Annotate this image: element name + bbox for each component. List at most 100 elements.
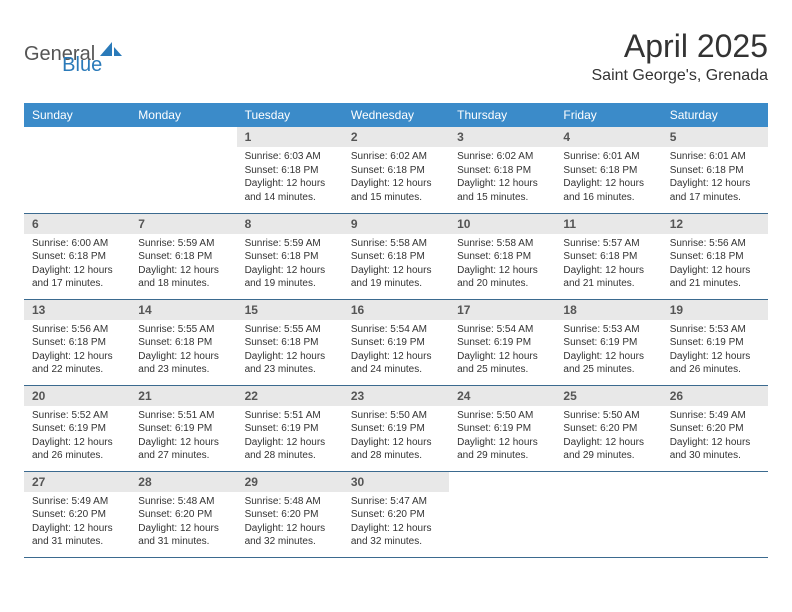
calendar-day-cell: 26Sunrise: 5:49 AMSunset: 6:20 PMDayligh…: [662, 385, 768, 471]
daylight-line: Daylight: 12 hours and 15 minutes.: [457, 177, 547, 204]
sunset-line: Sunset: 6:18 PM: [351, 250, 441, 264]
day-number: 10: [449, 214, 555, 234]
weekday-header: Saturday: [662, 103, 768, 127]
sunset-line: Sunset: 6:18 PM: [245, 250, 335, 264]
daylight-line: Daylight: 12 hours and 22 minutes.: [32, 350, 122, 377]
sunrise-line: Sunrise: 5:50 AM: [563, 409, 653, 423]
day-number: 1: [237, 127, 343, 147]
day-number: 20: [24, 386, 130, 406]
sunset-line: Sunset: 6:19 PM: [563, 336, 653, 350]
day-details: Sunrise: 5:55 AMSunset: 6:18 PMDaylight:…: [237, 320, 343, 383]
calendar-week-row: 27Sunrise: 5:49 AMSunset: 6:20 PMDayligh…: [24, 471, 768, 557]
day-details: Sunrise: 5:50 AMSunset: 6:20 PMDaylight:…: [555, 406, 661, 469]
sunrise-line: Sunrise: 5:53 AM: [563, 323, 653, 337]
daylight-line: Daylight: 12 hours and 27 minutes.: [138, 436, 228, 463]
sunset-line: Sunset: 6:19 PM: [351, 422, 441, 436]
calendar-day-cell: 27Sunrise: 5:49 AMSunset: 6:20 PMDayligh…: [24, 471, 130, 557]
sunrise-line: Sunrise: 5:55 AM: [138, 323, 228, 337]
day-details: Sunrise: 6:03 AMSunset: 6:18 PMDaylight:…: [237, 147, 343, 210]
page-title: April 2025: [592, 28, 769, 65]
day-details: Sunrise: 5:50 AMSunset: 6:19 PMDaylight:…: [343, 406, 449, 469]
day-number: 7: [130, 214, 236, 234]
calendar-day-cell: 16Sunrise: 5:54 AMSunset: 6:19 PMDayligh…: [343, 299, 449, 385]
calendar-day-cell: 2Sunrise: 6:02 AMSunset: 6:18 PMDaylight…: [343, 127, 449, 213]
sunrise-line: Sunrise: 5:58 AM: [351, 237, 441, 251]
calendar-empty-cell: [555, 471, 661, 557]
day-details: Sunrise: 5:56 AMSunset: 6:18 PMDaylight:…: [24, 320, 130, 383]
day-number: 25: [555, 386, 661, 406]
sunset-line: Sunset: 6:18 PM: [138, 336, 228, 350]
calendar-day-cell: 17Sunrise: 5:54 AMSunset: 6:19 PMDayligh…: [449, 299, 555, 385]
daylight-line: Daylight: 12 hours and 31 minutes.: [138, 522, 228, 549]
sunset-line: Sunset: 6:19 PM: [670, 336, 760, 350]
day-details: Sunrise: 5:53 AMSunset: 6:19 PMDaylight:…: [555, 320, 661, 383]
day-details: Sunrise: 6:01 AMSunset: 6:18 PMDaylight:…: [662, 147, 768, 210]
day-number: 17: [449, 300, 555, 320]
daylight-line: Daylight: 12 hours and 19 minutes.: [245, 264, 335, 291]
calendar-day-cell: 8Sunrise: 5:59 AMSunset: 6:18 PMDaylight…: [237, 213, 343, 299]
day-details: Sunrise: 5:47 AMSunset: 6:20 PMDaylight:…: [343, 492, 449, 555]
day-details: Sunrise: 5:54 AMSunset: 6:19 PMDaylight:…: [449, 320, 555, 383]
day-details: Sunrise: 5:57 AMSunset: 6:18 PMDaylight:…: [555, 234, 661, 297]
sunset-line: Sunset: 6:19 PM: [351, 336, 441, 350]
sunrise-line: Sunrise: 5:52 AM: [32, 409, 122, 423]
day-details: Sunrise: 5:55 AMSunset: 6:18 PMDaylight:…: [130, 320, 236, 383]
day-details: Sunrise: 6:01 AMSunset: 6:18 PMDaylight:…: [555, 147, 661, 210]
daylight-line: Daylight: 12 hours and 20 minutes.: [457, 264, 547, 291]
sunrise-line: Sunrise: 5:59 AM: [138, 237, 228, 251]
day-details: Sunrise: 5:50 AMSunset: 6:19 PMDaylight:…: [449, 406, 555, 469]
daylight-line: Daylight: 12 hours and 19 minutes.: [351, 264, 441, 291]
daylight-line: Daylight: 12 hours and 30 minutes.: [670, 436, 760, 463]
daylight-line: Daylight: 12 hours and 17 minutes.: [670, 177, 760, 204]
sunset-line: Sunset: 6:18 PM: [245, 336, 335, 350]
sunset-line: Sunset: 6:19 PM: [245, 422, 335, 436]
day-details: Sunrise: 5:48 AMSunset: 6:20 PMDaylight:…: [130, 492, 236, 555]
daylight-line: Daylight: 12 hours and 14 minutes.: [245, 177, 335, 204]
daylight-line: Daylight: 12 hours and 29 minutes.: [563, 436, 653, 463]
calendar-day-cell: 19Sunrise: 5:53 AMSunset: 6:19 PMDayligh…: [662, 299, 768, 385]
daylight-line: Daylight: 12 hours and 28 minutes.: [245, 436, 335, 463]
sunrise-line: Sunrise: 5:53 AM: [670, 323, 760, 337]
sunrise-line: Sunrise: 5:54 AM: [351, 323, 441, 337]
day-details: Sunrise: 5:48 AMSunset: 6:20 PMDaylight:…: [237, 492, 343, 555]
calendar-day-cell: 15Sunrise: 5:55 AMSunset: 6:18 PMDayligh…: [237, 299, 343, 385]
sunset-line: Sunset: 6:20 PM: [138, 508, 228, 522]
sunrise-line: Sunrise: 5:56 AM: [670, 237, 760, 251]
day-number: 15: [237, 300, 343, 320]
day-number: 13: [24, 300, 130, 320]
daylight-line: Daylight: 12 hours and 16 minutes.: [563, 177, 653, 204]
daylight-line: Daylight: 12 hours and 17 minutes.: [32, 264, 122, 291]
sunrise-line: Sunrise: 5:51 AM: [138, 409, 228, 423]
sunset-line: Sunset: 6:20 PM: [245, 508, 335, 522]
calendar-day-cell: 20Sunrise: 5:52 AMSunset: 6:19 PMDayligh…: [24, 385, 130, 471]
day-details: Sunrise: 5:53 AMSunset: 6:19 PMDaylight:…: [662, 320, 768, 383]
sunset-line: Sunset: 6:18 PM: [457, 164, 547, 178]
day-number: 23: [343, 386, 449, 406]
daylight-line: Daylight: 12 hours and 21 minutes.: [563, 264, 653, 291]
calendar-week-row: 13Sunrise: 5:56 AMSunset: 6:18 PMDayligh…: [24, 299, 768, 385]
calendar-week-row: 20Sunrise: 5:52 AMSunset: 6:19 PMDayligh…: [24, 385, 768, 471]
sunrise-line: Sunrise: 6:02 AM: [457, 150, 547, 164]
sunrise-line: Sunrise: 5:55 AM: [245, 323, 335, 337]
daylight-line: Daylight: 12 hours and 21 minutes.: [670, 264, 760, 291]
day-details: Sunrise: 5:54 AMSunset: 6:19 PMDaylight:…: [343, 320, 449, 383]
day-details: Sunrise: 5:56 AMSunset: 6:18 PMDaylight:…: [662, 234, 768, 297]
day-number: 26: [662, 386, 768, 406]
day-number: 2: [343, 127, 449, 147]
day-details: Sunrise: 5:59 AMSunset: 6:18 PMDaylight:…: [237, 234, 343, 297]
calendar-day-cell: 5Sunrise: 6:01 AMSunset: 6:18 PMDaylight…: [662, 127, 768, 213]
daylight-line: Daylight: 12 hours and 32 minutes.: [351, 522, 441, 549]
calendar-day-cell: 30Sunrise: 5:47 AMSunset: 6:20 PMDayligh…: [343, 471, 449, 557]
sunrise-line: Sunrise: 6:00 AM: [32, 237, 122, 251]
title-block: April 2025 Saint George's, Grenada: [592, 28, 769, 85]
sunset-line: Sunset: 6:18 PM: [245, 164, 335, 178]
location-label: Saint George's, Grenada: [592, 67, 769, 85]
day-number: 12: [662, 214, 768, 234]
day-number: 9: [343, 214, 449, 234]
calendar-day-cell: 12Sunrise: 5:56 AMSunset: 6:18 PMDayligh…: [662, 213, 768, 299]
sunset-line: Sunset: 6:18 PM: [351, 164, 441, 178]
daylight-line: Daylight: 12 hours and 29 minutes.: [457, 436, 547, 463]
sunset-line: Sunset: 6:20 PM: [563, 422, 653, 436]
calendar-day-cell: 6Sunrise: 6:00 AMSunset: 6:18 PMDaylight…: [24, 213, 130, 299]
sunrise-line: Sunrise: 5:59 AM: [245, 237, 335, 251]
